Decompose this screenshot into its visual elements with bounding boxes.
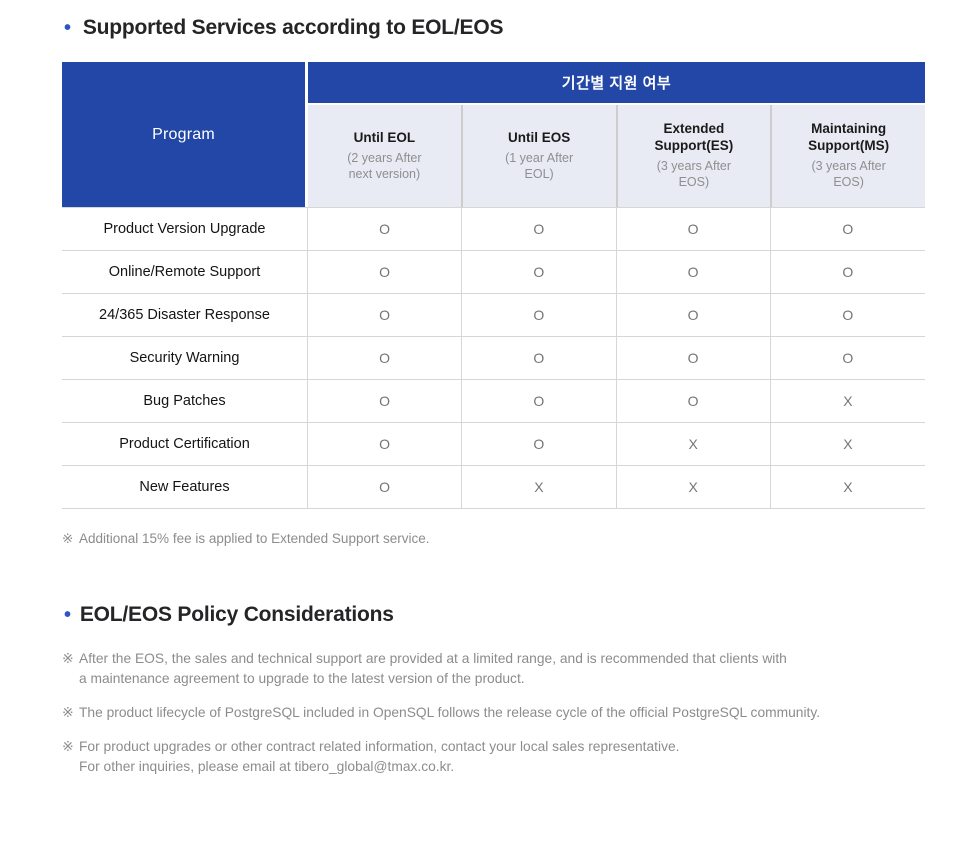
row-label: 24/365 Disaster Response: [62, 294, 308, 336]
row-label: Product Certification: [62, 423, 308, 465]
support-mark: O: [842, 307, 854, 323]
support-mark: X: [462, 466, 617, 508]
column-subtitle: (3 years After EOS): [811, 159, 886, 190]
support-mark: O: [617, 251, 771, 293]
note-line: For product upgrades or other contract r…: [79, 738, 680, 754]
section2-title: • EOL/EOS Policy Considerations: [64, 603, 980, 627]
program-header-cell: Program: [62, 62, 305, 207]
reference-mark-icon: ※: [62, 650, 74, 666]
column-header-extended-support: Extended Support(ES) (3 years After EOS): [615, 105, 771, 207]
support-mark: O: [462, 380, 617, 422]
column-header-maintaining-support: Maintaining Support(MS) (3 years After E…: [770, 105, 925, 207]
support-mark: O: [842, 350, 854, 366]
table-row: Bug Patches O O O X: [62, 380, 925, 423]
period-group-header: 기간별 지원 여부: [308, 62, 925, 103]
note-line: a maintenance agreement to upgrade to th…: [79, 670, 525, 686]
bullet-icon: •: [64, 17, 71, 39]
column-subtitle: (1 year After EOL): [505, 150, 574, 181]
row-label: Product Version Upgrade: [62, 208, 308, 250]
support-mark: X: [617, 466, 771, 508]
column-title: Maintaining Support(MS): [808, 121, 890, 154]
column-header-until-eol: Until EOL (2 years After next version): [308, 105, 461, 207]
column-header-until-eos: Until EOS (1 year After EOL): [460, 105, 616, 207]
support-mark: O: [842, 264, 854, 280]
support-mark: X: [843, 436, 853, 452]
services-table: Program 기간별 지원 여부 Until EOL (2 years Aft…: [62, 62, 925, 509]
page: • Supported Services according to EOL/EO…: [0, 16, 980, 866]
support-mark: X: [843, 479, 853, 495]
support-mark: O: [462, 251, 617, 293]
support-mark: O: [842, 221, 854, 237]
bullet-icon: •: [64, 603, 71, 626]
column-title: Until EOL: [353, 129, 416, 145]
table-row: Online/Remote Support O O O O: [62, 251, 925, 294]
table-body: Product Version Upgrade O O O O Online/R…: [62, 207, 925, 509]
table-footnote: ※ Additional 15% fee is applied to Exten…: [62, 529, 980, 549]
policy-notes: ※ After the EOS, the sales and technical…: [62, 649, 980, 777]
table-footnote-text: Additional 15% fee is applied to Extende…: [79, 531, 430, 546]
period-header-group: 기간별 지원 여부 Until EOL (2 years After next …: [308, 62, 925, 207]
support-mark: O: [462, 423, 617, 465]
note-line: For other inquiries, please email at tib…: [79, 758, 455, 774]
table-row: Security Warning O O O O: [62, 337, 925, 380]
note-line: The product lifecycle of PostgreSQL incl…: [79, 704, 821, 720]
column-title: Until EOS: [507, 129, 571, 145]
table-row: 24/365 Disaster Response O O O O: [62, 294, 925, 337]
reference-mark-icon: ※: [62, 738, 74, 754]
support-mark: O: [308, 208, 463, 250]
support-mark: O: [308, 294, 463, 336]
support-mark: O: [308, 423, 463, 465]
section1-title: • Supported Services according to EOL/EO…: [64, 16, 980, 40]
column-subtitle: (3 years After EOS): [656, 159, 732, 190]
support-mark: X: [843, 393, 853, 409]
row-label: New Features: [62, 466, 308, 508]
support-mark: X: [617, 423, 771, 465]
section2-title-text: EOL/EOS Policy Considerations: [79, 602, 394, 626]
column-title: Extended Support(ES): [654, 121, 734, 154]
section1-title-text: Supported Services according to EOL/EOS: [82, 16, 504, 39]
reference-mark-icon: ※: [62, 531, 74, 546]
support-mark: O: [308, 466, 463, 508]
support-mark: O: [617, 208, 771, 250]
table-row: Product Certification O O X X: [62, 423, 925, 466]
table-header: Program 기간별 지원 여부 Until EOL (2 years Aft…: [62, 62, 925, 207]
row-label: Security Warning: [62, 337, 308, 379]
support-mark: O: [308, 380, 463, 422]
support-mark: O: [617, 380, 771, 422]
table-row: Product Version Upgrade O O O O: [62, 208, 925, 251]
policy-note: ※ For product upgrades or other contract…: [62, 737, 980, 777]
program-header-label: Program: [152, 125, 215, 143]
row-label: Bug Patches: [62, 380, 308, 422]
row-label: Online/Remote Support: [62, 251, 308, 293]
support-mark: O: [462, 294, 617, 336]
period-subheaders: Until EOL (2 years After next version) U…: [308, 105, 925, 207]
policy-note: ※ After the EOS, the sales and technical…: [62, 649, 980, 689]
support-mark: O: [617, 294, 771, 336]
support-mark: O: [617, 337, 771, 379]
support-mark: O: [462, 208, 617, 250]
support-mark: O: [462, 337, 617, 379]
reference-mark-icon: ※: [62, 704, 74, 720]
support-mark: O: [308, 337, 463, 379]
table-row: New Features O X X X: [62, 466, 925, 509]
column-subtitle: (2 years After next version): [347, 150, 422, 181]
support-mark: O: [308, 251, 463, 293]
policy-note: ※ The product lifecycle of PostgreSQL in…: [62, 703, 980, 723]
note-line: After the EOS, the sales and technical s…: [79, 650, 787, 666]
